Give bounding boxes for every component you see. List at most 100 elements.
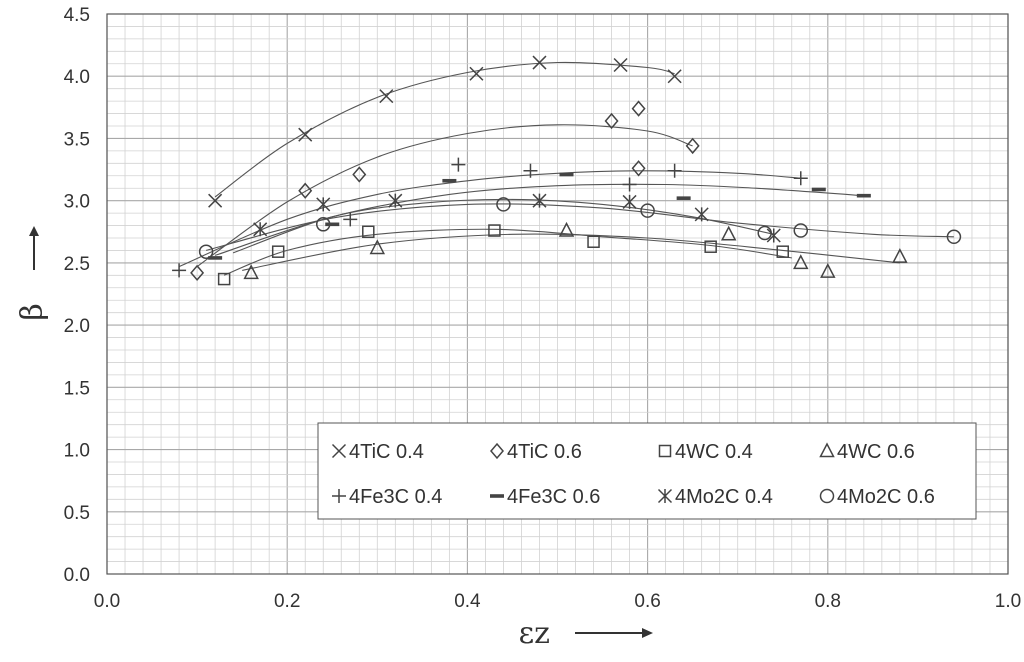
- data-point-4wc-0-6: [892, 248, 908, 263]
- legend-item-4fe3c-0-4: 4Fe3C 0.4: [332, 486, 442, 508]
- data-point-4tic-0-4: [208, 193, 223, 208]
- legend-label: 4TiC 0.4: [349, 441, 424, 463]
- x-tick-label: 1.0: [995, 591, 1021, 612]
- data-point-4wc-0-6: [793, 254, 809, 270]
- legend-marker-4fe3c-0-6: [490, 494, 504, 498]
- data-point-4wc-0-4: [488, 224, 501, 237]
- legend-label: 4Fe3C 0.4: [349, 486, 442, 508]
- data-point-4mo2c-0-4: [253, 222, 268, 237]
- data-point-4wc-0-4: [704, 240, 717, 253]
- x-axis-arrow-head: [642, 628, 653, 638]
- data-point-4tic-0-6: [631, 100, 646, 117]
- y-axis-arrow-head: [29, 226, 39, 236]
- x-tick-label: 0.4: [454, 591, 481, 612]
- legend-box: [317, 422, 977, 520]
- data-point-4wc-0-6: [243, 264, 259, 280]
- data-point-4mo2c-0-6: [315, 217, 331, 232]
- data-point-4fe3c-0-6: [676, 196, 691, 200]
- y-tick-label: 3.5: [64, 129, 90, 150]
- x-axis-label-group: εz: [519, 616, 653, 651]
- trend-line-4mo2c-0-4: [232, 198, 774, 254]
- data-point-4tic-0-4: [532, 55, 547, 70]
- data-point-4wc-0-6: [720, 225, 737, 241]
- data-point-4wc-0-6: [369, 239, 386, 255]
- data-point-4fe3c-0-6: [325, 222, 340, 227]
- data-point-4wc-0-4: [217, 272, 231, 286]
- trend-line-4mo2c-0-6: [205, 203, 954, 251]
- data-point-4tic-0-6: [352, 166, 367, 183]
- y-axis-label-group: β: [15, 226, 50, 321]
- y-tick-label: 1.5: [64, 378, 90, 399]
- y-tick-label: 0.0: [64, 565, 90, 586]
- data-point-4mo2c-0-6: [198, 244, 214, 259]
- data-point-4tic-0-4: [379, 89, 394, 104]
- trend-line-4tic-0-6: [196, 124, 693, 268]
- data-point-4fe3c-0-6: [559, 172, 574, 177]
- legend-item-4mo2c-0-6: 4Mo2C 0.6: [819, 486, 935, 508]
- data-point-4mo2c-0-4: [694, 207, 709, 222]
- axis-tick-labels: 0.0 0.2 0.4 0.6 0.8 1.0 0.0 0.5 1.0 1.5 2.0 2.5 3.0 3…: [64, 5, 1022, 612]
- y-axis-label: β: [15, 303, 50, 320]
- data-point-4mo2c-0-4: [316, 197, 331, 212]
- legend-marker-4mo2c-0-6: [819, 488, 835, 504]
- data-point-4mo2c-0-4: [388, 193, 403, 208]
- y-tick-label: 2.5: [64, 254, 90, 275]
- data-point-4tic-0-4: [667, 69, 682, 84]
- data-point-4mo2c-0-4: [622, 194, 637, 209]
- data-point-4fe3c-0-6: [208, 256, 223, 260]
- data-point-4mo2c-0-6: [640, 203, 655, 218]
- data-point-4mo2c-0-4: [532, 193, 547, 208]
- data-point-4mo2c-0-6: [757, 225, 772, 241]
- data-point-4tic-0-6: [685, 137, 700, 155]
- data-point-4fe3c-0-4: [523, 163, 538, 178]
- data-point-4fe3c-0-6: [442, 178, 457, 183]
- legend-item-4wc-0-6: 4WC 0.6: [819, 441, 915, 463]
- y-tick-label: 0.5: [64, 503, 90, 524]
- legend-item-4wc-0-4: 4WC 0.4: [658, 441, 753, 463]
- data-point-4mo2c-0-6: [793, 223, 809, 238]
- trend-lines: [178, 61, 954, 276]
- data-point-4fe3c-0-4: [451, 157, 466, 172]
- data-point-4wc-0-6: [820, 262, 836, 278]
- x-tick-label: 0.0: [94, 591, 120, 612]
- plot-frame: [106, 13, 1009, 575]
- y-tick-label: 4.5: [64, 5, 90, 26]
- data-point-4tic-0-6: [631, 160, 646, 177]
- legend: 4TiC 0.4 4TiC 0.6 4WC 0.4 4WC 0.6 4Fe3C 0.4 4…: [317, 422, 977, 520]
- legend-item-4fe3c-0-6: 4Fe3C 0.6: [490, 486, 600, 508]
- legend-marker-4tic-0-4: [331, 443, 347, 459]
- legend-label: 4TiC 0.6: [507, 441, 582, 463]
- trend-line-4tic-0-4: [214, 61, 675, 198]
- legend-item-4tic-0-6: 4TiC 0.6: [490, 441, 582, 463]
- legend-item-4tic-0-4: 4TiC 0.4: [331, 441, 424, 463]
- y-tick-label: 4.0: [64, 67, 90, 88]
- trend-line-4wc-0-4: [223, 228, 792, 276]
- data-point-4wc-0-4: [587, 235, 600, 248]
- legend-marker-4wc-0-6: [819, 442, 835, 458]
- y-tick-label: 3.0: [64, 192, 90, 213]
- legend-marker-4wc-0-4: [658, 444, 672, 458]
- data-point-4tic-0-4: [469, 66, 484, 81]
- data-point-4fe3c-0-6: [856, 193, 871, 198]
- legend-item-4mo2c-0-4: 4Mo2C 0.4: [657, 486, 773, 508]
- legend-label: 4Mo2C 0.6: [837, 486, 935, 508]
- legend-label: 4WC 0.4: [675, 441, 753, 463]
- data-point-4fe3c-0-6: [811, 187, 826, 192]
- legend-label: 4Fe3C 0.6: [507, 486, 600, 508]
- y-tick-label: 1.0: [64, 441, 90, 462]
- data-point-4wc-0-4: [271, 245, 285, 258]
- legend-label: 4WC 0.6: [837, 441, 915, 463]
- data-markers: [172, 55, 962, 286]
- x-tick-label: 0.2: [274, 591, 300, 612]
- data-point-4wc-0-4: [776, 245, 789, 258]
- data-point-4tic-0-6: [298, 182, 313, 199]
- data-point-4fe3c-0-4: [343, 212, 358, 227]
- data-point-4mo2c-0-4: [766, 228, 781, 243]
- data-point-4fe3c-0-4: [667, 163, 682, 178]
- data-point-4tic-0-4: [298, 127, 313, 142]
- legend-marker-4mo2c-0-4: [657, 488, 673, 504]
- data-point-4tic-0-4: [613, 57, 628, 73]
- data-point-4tic-0-6: [190, 264, 205, 281]
- trend-line-4fe3c-0-4: [178, 170, 801, 268]
